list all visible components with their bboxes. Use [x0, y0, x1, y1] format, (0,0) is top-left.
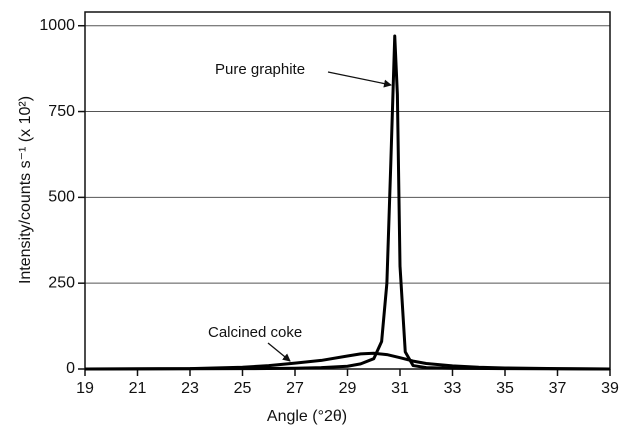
x-tick-label: 31	[391, 380, 409, 397]
x-axis-label: Angle (°2θ)	[267, 408, 347, 425]
x-tick-label: 39	[601, 380, 619, 397]
data-line	[84, 351, 611, 371]
annotation: Calcined coke	[208, 324, 302, 341]
annotation-arrow	[267, 342, 291, 362]
y-tick-label: 250	[48, 274, 75, 291]
y-tick-label: 1000	[39, 17, 75, 34]
x-tick-label: 23	[181, 380, 199, 397]
x-tick-label: 33	[444, 380, 462, 397]
annotation-arrow	[327, 71, 392, 88]
y-tick-label: 0	[66, 360, 75, 377]
y-tick-label: 500	[48, 189, 75, 206]
data-line	[84, 34, 611, 371]
annotation: Pure graphite	[215, 61, 305, 78]
x-tick-label: 21	[129, 380, 147, 397]
plot-frame	[84, 11, 611, 370]
x-tick-label: 25	[234, 380, 252, 397]
x-tick-label: 27	[286, 380, 304, 397]
x-tick-label: 19	[76, 380, 94, 397]
x-tick-label: 37	[549, 380, 567, 397]
y-axis-label: Intensity/counts s⁻¹ (x 10²)	[17, 96, 34, 284]
x-tick-label: 29	[339, 380, 357, 397]
x-tick-label: 35	[496, 380, 514, 397]
y-tick-label: 750	[48, 103, 75, 120]
